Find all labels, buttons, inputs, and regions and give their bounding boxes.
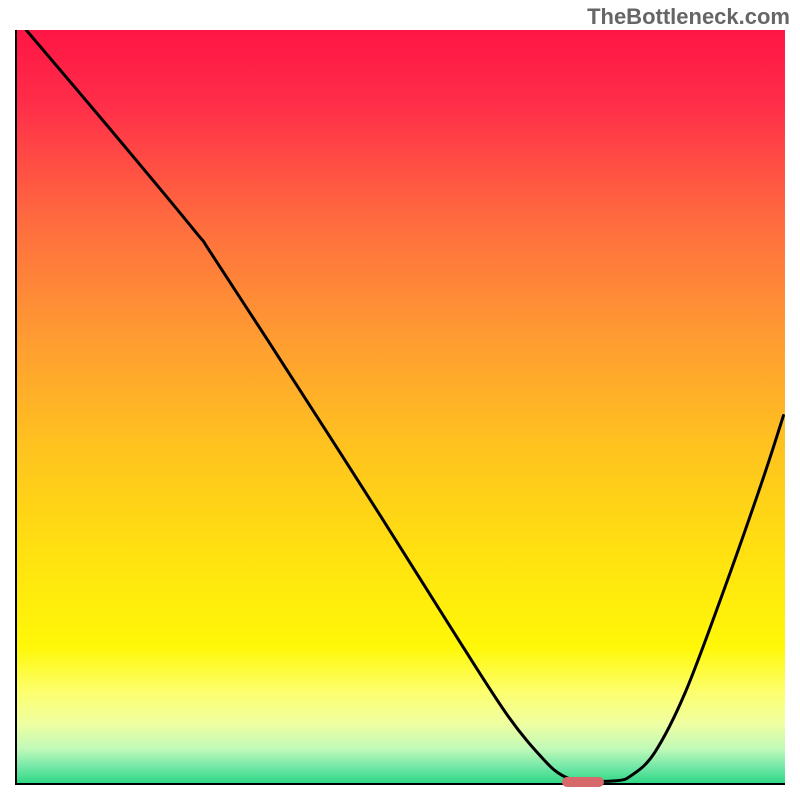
performance-curve <box>17 30 785 783</box>
watermark-text: TheBottleneck.com <box>587 4 790 30</box>
optimal-marker <box>562 777 604 788</box>
plot-area <box>15 30 785 785</box>
bottleneck-chart: TheBottleneck.com <box>0 0 800 800</box>
